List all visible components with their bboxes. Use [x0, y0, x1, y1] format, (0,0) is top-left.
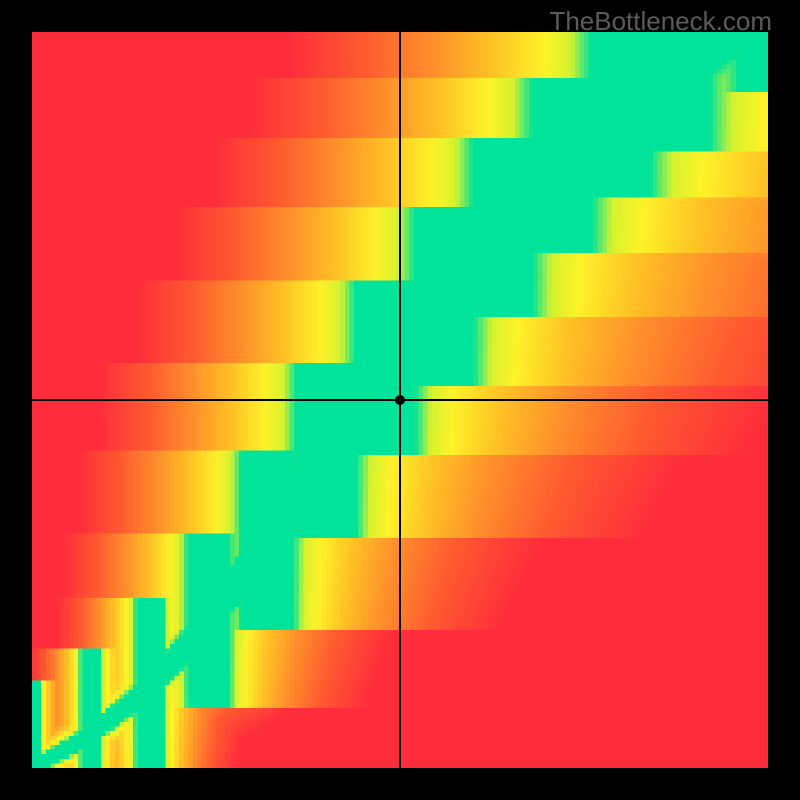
- crosshair-dot: [395, 395, 405, 405]
- watermark-text: TheBottleneck.com: [549, 6, 772, 37]
- chart-container: TheBottleneck.com: [0, 0, 800, 800]
